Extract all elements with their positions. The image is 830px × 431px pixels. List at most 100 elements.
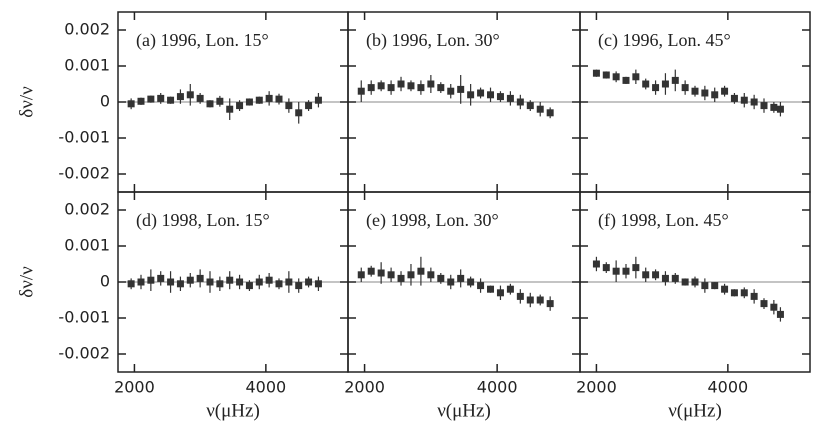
point	[265, 94, 273, 102]
point	[137, 278, 145, 286]
point	[397, 274, 405, 282]
point	[632, 73, 640, 81]
point	[477, 89, 485, 97]
x-tick-label: 2000	[576, 378, 617, 397]
point	[661, 274, 669, 282]
point	[760, 102, 768, 110]
point	[176, 280, 184, 288]
point	[770, 103, 778, 111]
point	[255, 278, 263, 286]
point	[642, 80, 650, 88]
point	[711, 282, 719, 290]
point	[721, 285, 729, 293]
point	[592, 69, 600, 77]
point	[642, 271, 650, 279]
point	[516, 98, 524, 106]
panel-label: (c) 1996, Lon. 45°	[598, 30, 731, 51]
point	[632, 264, 640, 272]
point	[536, 296, 544, 304]
point	[357, 87, 365, 95]
point	[167, 278, 175, 286]
point	[546, 300, 554, 308]
point	[127, 280, 135, 288]
point	[357, 271, 365, 279]
point	[770, 303, 778, 311]
point	[730, 289, 738, 297]
point	[186, 91, 194, 99]
y-tick-label: -0.002	[58, 344, 110, 363]
point	[457, 85, 465, 93]
point	[506, 285, 514, 293]
point	[592, 260, 600, 268]
point	[407, 82, 415, 90]
point	[196, 94, 204, 102]
x-axis-label: ν(μHz)	[206, 400, 260, 421]
point	[377, 82, 385, 90]
point	[776, 310, 784, 318]
point	[526, 102, 534, 110]
y-tick-label: -0.001	[58, 308, 110, 327]
point	[437, 84, 445, 92]
point	[176, 93, 184, 101]
point	[196, 274, 204, 282]
point	[216, 97, 224, 105]
point	[691, 278, 699, 286]
y-tick-label: 0.002	[64, 20, 110, 39]
point	[367, 84, 375, 92]
point	[546, 109, 554, 117]
x-tick-label: 4000	[245, 378, 286, 397]
point	[467, 278, 475, 286]
point	[367, 267, 375, 275]
point	[602, 264, 610, 272]
point	[750, 292, 758, 300]
point	[516, 292, 524, 300]
point	[305, 102, 313, 110]
point	[305, 278, 313, 286]
panel-frame	[579, 191, 811, 373]
point	[740, 289, 748, 297]
panel-label: (f) 1998, Lon. 45°	[598, 210, 729, 231]
point	[760, 300, 768, 308]
point	[447, 278, 455, 286]
point	[275, 280, 283, 288]
point	[496, 289, 504, 297]
point	[661, 80, 669, 88]
point	[387, 271, 395, 279]
point	[427, 271, 435, 279]
x-axis-label: ν(μHz)	[668, 400, 722, 421]
y-tick-label: 0	[100, 92, 110, 111]
point	[255, 96, 263, 104]
y-tick-label: 0	[100, 272, 110, 291]
point	[691, 87, 699, 95]
point	[245, 282, 253, 290]
point	[157, 274, 165, 282]
point	[236, 102, 244, 110]
point	[216, 280, 224, 288]
point	[285, 102, 293, 110]
point	[652, 84, 660, 92]
point	[701, 282, 709, 290]
x-axis-label: ν(μHz)	[437, 400, 491, 421]
point	[526, 296, 534, 304]
point	[285, 278, 293, 286]
point	[612, 267, 620, 275]
point	[671, 76, 679, 84]
point	[417, 84, 425, 92]
point	[447, 87, 455, 95]
point	[377, 269, 385, 277]
point	[387, 84, 395, 92]
point	[711, 91, 719, 99]
y-axis-label: δν/ν	[16, 266, 37, 298]
point	[496, 93, 504, 101]
point	[314, 96, 322, 104]
point	[487, 91, 495, 99]
x-tick-label: 2000	[344, 378, 385, 397]
point	[147, 276, 155, 284]
point	[265, 276, 273, 284]
panel-label: (b) 1996, Lon. 30°	[366, 30, 500, 51]
y-tick-label: -0.001	[58, 128, 110, 147]
point	[236, 278, 244, 286]
y-tick-label: 0.001	[64, 236, 110, 255]
